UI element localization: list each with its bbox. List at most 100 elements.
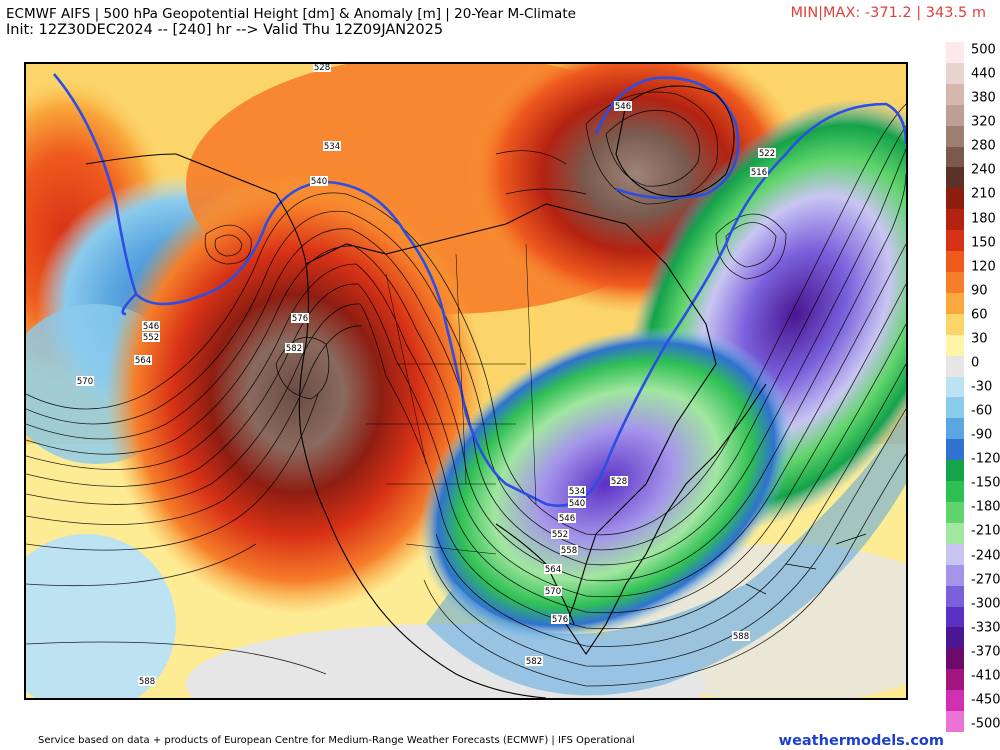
colorbar-swatch	[946, 418, 964, 440]
contour-label-546-trough: 546	[558, 513, 576, 524]
svg-text:528: 528	[314, 64, 330, 73]
colorbar-tick-label: 0	[971, 355, 980, 371]
contour-label-576-se: 576	[551, 614, 569, 625]
colorbar-swatch	[946, 42, 964, 64]
contour-label-552-trough: 552	[551, 529, 569, 540]
contour-labels: 528 534 546 552 564 570 576 582 588 540 …	[76, 64, 776, 687]
svg-text:546: 546	[615, 102, 631, 112]
svg-text:582: 582	[286, 344, 302, 354]
contour-label-522: 522	[758, 148, 776, 159]
colorbar-swatch	[946, 669, 964, 691]
contour-label-552: 552	[142, 332, 160, 343]
colorbar-tick-label: 60	[971, 307, 988, 323]
colorbar-tick-label: -410	[971, 668, 1000, 684]
colorbar-swatch	[946, 313, 964, 336]
colorbar-swatch	[946, 460, 964, 482]
contour-label-570: 570	[76, 376, 94, 387]
colorbar-swatch	[946, 188, 964, 210]
svg-text:546: 546	[559, 514, 575, 524]
colorbar-swatch	[946, 292, 964, 315]
colorbar-swatch	[946, 209, 964, 231]
colorbar-tick-label: 180	[971, 211, 996, 226]
init-valid-line: Init: 12Z30DEC2024 -- [240] hr --> Valid…	[6, 22, 444, 38]
colorbar-swatch	[946, 522, 964, 545]
colorbar-tick-label: 380	[971, 90, 996, 106]
svg-text:528: 528	[611, 477, 627, 487]
colorbar-tick-label: 150	[971, 235, 996, 251]
colorbar-tick-label: -150	[971, 475, 1000, 491]
svg-text:576: 576	[292, 314, 308, 324]
blue-540-contour	[53, 73, 906, 507]
colorbar-swatch	[946, 376, 964, 398]
contour-label-528-trough: 528	[610, 476, 628, 487]
svg-text:540: 540	[569, 499, 585, 509]
colorbar-swatch	[946, 397, 964, 419]
colorbar-tick-label: 120	[971, 259, 996, 275]
colorbar-swatch	[946, 62, 964, 85]
colorbar-swatch	[946, 167, 964, 189]
colorbar-swatch	[946, 125, 964, 148]
colorbar-tick-label: 280	[971, 138, 996, 154]
contour-label-570-se: 570	[544, 586, 562, 597]
colorbar-swatch	[946, 104, 964, 127]
colorbar-swatch	[946, 690, 964, 712]
svg-text:534: 534	[324, 142, 340, 152]
colorbar-tick-label: -30	[971, 379, 993, 395]
contour-label-564-se: 564	[544, 564, 562, 575]
colorbar-swatch	[946, 272, 964, 294]
colorbar-swatch	[946, 648, 964, 670]
colorbar-swatch	[946, 230, 964, 252]
svg-text:570: 570	[77, 377, 93, 387]
contour-label-588: 588	[732, 631, 750, 642]
contour-label-546: 546	[142, 321, 160, 332]
data-credit: Service based on data + products of Euro…	[38, 735, 635, 746]
height-contours	[26, 91, 906, 687]
contour-label-546-greenland: 546	[614, 101, 632, 112]
svg-text:516: 516	[751, 168, 767, 178]
contour-label-540: 540	[310, 176, 328, 187]
svg-text:522: 522	[759, 149, 775, 159]
colorbar-tick-label: -300	[971, 596, 1000, 612]
contour-label-516: 516	[750, 167, 768, 178]
east-pacific-low-shading	[26, 534, 176, 698]
svg-text:582: 582	[526, 657, 542, 667]
colorbar-tick-label: -120	[971, 451, 1000, 467]
colorbar-swatch	[946, 83, 964, 106]
colorbar-tick-label: -180	[971, 499, 1000, 515]
svg-text:564: 564	[135, 356, 151, 366]
svg-text:552: 552	[143, 333, 159, 343]
colorbar-swatch	[946, 502, 964, 524]
contour-label-582-se: 582	[525, 656, 543, 667]
colorbar-tick-label: -330	[971, 620, 1000, 636]
map-title: ECMWF AIFS | 500 hPa Geopotential Height…	[6, 6, 576, 22]
contour-label-534: 534	[323, 141, 341, 152]
colorbar-swatch	[946, 146, 964, 168]
svg-text:540: 540	[311, 177, 327, 187]
colorbar-tick-label: 210	[971, 186, 996, 202]
colorbar-tick-label: -370	[971, 644, 1000, 660]
colorbar-swatch	[946, 481, 964, 503]
svg-text:588: 588	[733, 632, 749, 642]
brand-link[interactable]: weathermodels.com	[778, 733, 944, 749]
colorbar-tick-label: 30	[971, 331, 988, 347]
colorbar-swatch	[946, 606, 964, 628]
colorbar-tick-label: 320	[971, 114, 996, 130]
colorbar-tick-label: -240	[971, 548, 1000, 563]
colorbar-tick-label: -500	[971, 716, 1000, 732]
contour-label-588-south: 588	[138, 676, 156, 687]
svg-text:570: 570	[545, 587, 561, 597]
colorbar-swatch	[946, 627, 964, 649]
colorbar-tick-label: -90	[971, 427, 993, 443]
contour-label-582: 582	[285, 343, 303, 354]
contour-label-540-trough: 540	[568, 498, 586, 509]
contour-label-528: 528	[313, 64, 331, 73]
colorbar-swatch	[946, 355, 964, 378]
southeast-blue-band	[426, 414, 906, 696]
contour-label-558: 558	[560, 545, 578, 556]
svg-text:534: 534	[569, 487, 585, 497]
contour-label-564: 564	[134, 355, 152, 366]
colorbar-tick-label: 90	[971, 283, 988, 299]
colorbar-swatch	[946, 439, 964, 461]
svg-text:552: 552	[552, 530, 568, 540]
anomaly-map: 528 534 546 552 564 570 576 582 588 540 …	[24, 62, 908, 700]
